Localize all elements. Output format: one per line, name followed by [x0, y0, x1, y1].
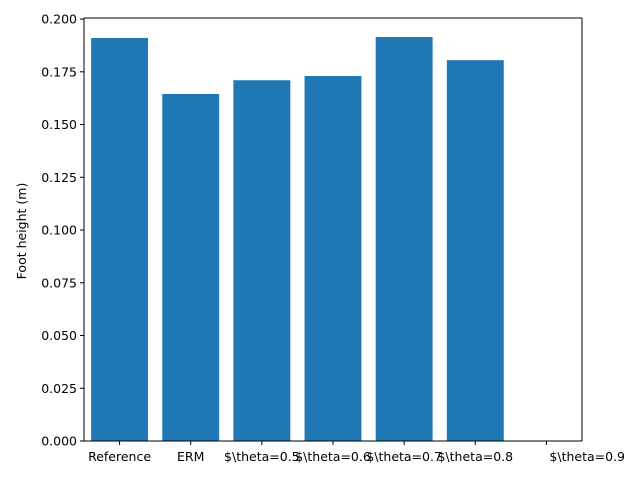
y-tick-label: 0.125 [41, 170, 77, 185]
y-tick-label: 0.175 [41, 64, 77, 79]
bar-2 [233, 80, 291, 442]
x-tick-label: $\theta=0.8 [437, 449, 513, 464]
bar-0 [91, 38, 149, 441]
x-tick-label: $\theta=0.6 [295, 449, 371, 464]
y-tick-label: 0.150 [41, 117, 77, 132]
x-tick-label: $\theta=0.9 [549, 449, 625, 464]
bar-4 [375, 36, 433, 442]
x-tick-label: Reference [88, 449, 151, 464]
y-tick-label: 0.000 [41, 434, 77, 449]
bars-layer [91, 36, 504, 442]
bar-1 [162, 93, 220, 441]
x-tick-label: $\theta=0.5 [224, 449, 300, 464]
y-tick-label: 0.100 [41, 223, 77, 238]
bar-3 [304, 76, 362, 442]
bar-5 [446, 60, 504, 441]
x-tick-label: $\theta=0.7 [366, 449, 442, 464]
y-tick-label: 0.075 [41, 275, 77, 290]
ticks-layer: 0.000 0.025 0.050 0.075 0.100 0.125 0.150 0.175… [41, 12, 625, 464]
y-tick-label: 0.025 [41, 381, 77, 396]
x-tick-label: ERM [177, 449, 204, 464]
y-tick-label: 0.050 [41, 328, 77, 343]
y-tick-label: 0.200 [41, 12, 77, 27]
axes-layer [83, 17, 583, 442]
y-axis-label: Foot height (m) [14, 183, 29, 280]
